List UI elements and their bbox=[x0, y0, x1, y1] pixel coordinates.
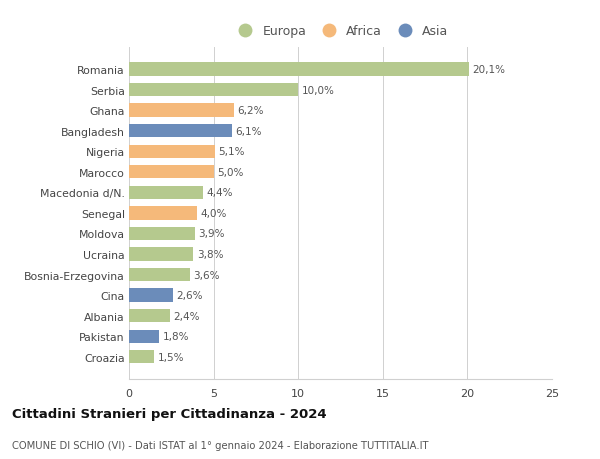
Bar bbox=[129, 248, 193, 261]
Bar bbox=[129, 227, 195, 241]
Text: 4,0%: 4,0% bbox=[200, 208, 226, 218]
Bar bbox=[129, 84, 298, 97]
Bar bbox=[129, 330, 160, 343]
Bar bbox=[129, 207, 197, 220]
Text: 1,5%: 1,5% bbox=[158, 352, 184, 362]
Bar bbox=[129, 309, 170, 323]
Bar bbox=[129, 269, 190, 282]
Text: 3,9%: 3,9% bbox=[199, 229, 225, 239]
Text: 6,2%: 6,2% bbox=[237, 106, 264, 116]
Text: 3,8%: 3,8% bbox=[197, 249, 223, 259]
Text: 20,1%: 20,1% bbox=[472, 65, 505, 75]
Text: 4,4%: 4,4% bbox=[207, 188, 233, 198]
Bar bbox=[129, 145, 215, 158]
Bar bbox=[129, 104, 234, 118]
Text: 2,6%: 2,6% bbox=[176, 291, 203, 301]
Text: 5,0%: 5,0% bbox=[217, 168, 244, 178]
Text: 10,0%: 10,0% bbox=[302, 85, 334, 95]
Text: COMUNE DI SCHIO (VI) - Dati ISTAT al 1° gennaio 2024 - Elaborazione TUTTITALIA.I: COMUNE DI SCHIO (VI) - Dati ISTAT al 1° … bbox=[12, 440, 428, 450]
Text: 6,1%: 6,1% bbox=[236, 126, 262, 136]
Text: Cittadini Stranieri per Cittadinanza - 2024: Cittadini Stranieri per Cittadinanza - 2… bbox=[12, 407, 326, 420]
Legend: Europa, Africa, Asia: Europa, Africa, Asia bbox=[229, 22, 452, 42]
Text: 1,8%: 1,8% bbox=[163, 331, 190, 341]
Bar bbox=[129, 125, 232, 138]
Bar bbox=[129, 350, 154, 364]
Bar bbox=[129, 186, 203, 200]
Text: 3,6%: 3,6% bbox=[193, 270, 220, 280]
Bar bbox=[129, 63, 469, 77]
Bar bbox=[129, 289, 173, 302]
Bar bbox=[129, 166, 214, 179]
Text: 2,4%: 2,4% bbox=[173, 311, 199, 321]
Text: 5,1%: 5,1% bbox=[218, 147, 245, 157]
